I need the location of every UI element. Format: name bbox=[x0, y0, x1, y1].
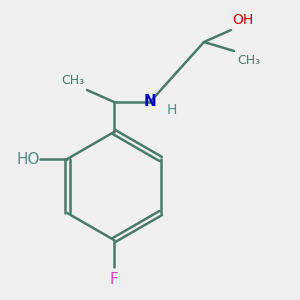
Text: HO: HO bbox=[17, 152, 40, 166]
Text: F: F bbox=[110, 272, 118, 286]
Text: CH₃: CH₃ bbox=[237, 54, 260, 67]
Text: CH₃: CH₃ bbox=[61, 74, 84, 87]
Text: OH: OH bbox=[232, 13, 254, 27]
Text: H: H bbox=[167, 103, 177, 116]
Text: N: N bbox=[144, 94, 156, 110]
